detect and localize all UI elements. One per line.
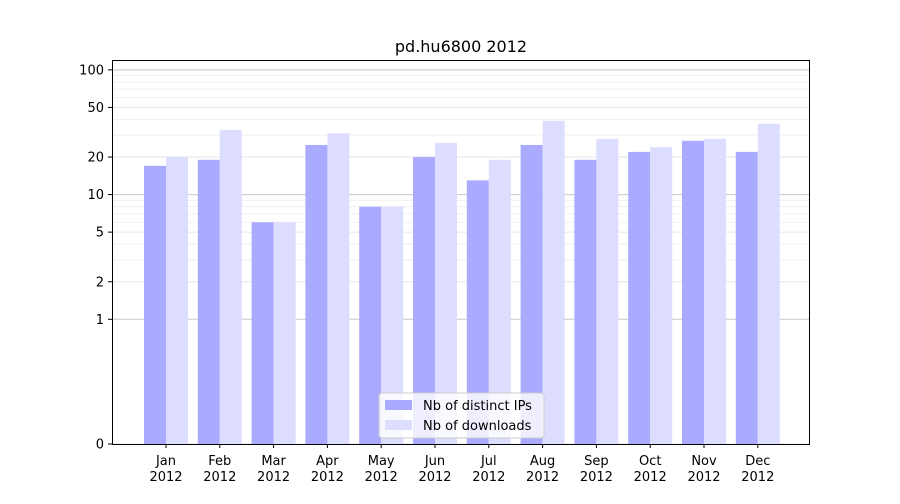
x-tick-label: Mar 2012 bbox=[257, 454, 290, 485]
bar-distinct-ips bbox=[359, 206, 382, 444]
x-tick-label: Sep 2012 bbox=[580, 454, 613, 485]
legend-swatch bbox=[385, 420, 412, 430]
x-tick-label: May 2012 bbox=[365, 454, 398, 485]
legend-box bbox=[378, 392, 545, 439]
bar-downloads bbox=[704, 138, 726, 444]
x-tick-label: Oct 2012 bbox=[634, 454, 667, 485]
bar-downloads bbox=[327, 133, 350, 444]
bar-downloads bbox=[757, 123, 780, 444]
y-tick-label: 50 bbox=[87, 101, 104, 116]
x-tick-label: Jun 2012 bbox=[418, 454, 451, 485]
y-tick-label: 20 bbox=[87, 151, 104, 166]
x-tick-label: Aug 2012 bbox=[526, 454, 559, 485]
x-axis: Jan 2012 Feb 2012 Mar 2012 Apr 2012 May 2012 Jun 20… bbox=[149, 444, 774, 485]
bar-distinct-ips bbox=[520, 144, 543, 445]
bar-distinct-ips bbox=[413, 157, 435, 444]
bar-distinct-ips bbox=[682, 140, 704, 444]
legend-label: Nb of downloads bbox=[423, 419, 532, 434]
y-tick-label: 100 bbox=[79, 63, 104, 78]
legend-label: Nb of distinct IPs bbox=[423, 399, 532, 414]
bar-downloads bbox=[381, 206, 404, 444]
bar-distinct-ips bbox=[197, 159, 220, 444]
bar-downloads bbox=[596, 138, 619, 444]
bar-downloads bbox=[435, 142, 457, 445]
bar-downloads bbox=[166, 157, 188, 444]
y-tick-label: 10 bbox=[87, 188, 104, 203]
plot-frame bbox=[112, 60, 810, 445]
bar-downloads bbox=[650, 147, 673, 444]
bar-distinct-ips bbox=[628, 151, 651, 444]
bars-layer bbox=[144, 120, 780, 445]
bar-distinct-ips bbox=[144, 165, 166, 444]
y-tick-label: 0 bbox=[96, 438, 104, 453]
x-tick-label: Feb 2012 bbox=[203, 454, 236, 485]
y-axis: 0 1 2 5 10 20 50 100 bbox=[79, 63, 112, 453]
bar-downloads bbox=[273, 222, 296, 444]
x-tick-label: Nov 2012 bbox=[687, 454, 720, 485]
bar-distinct-ips bbox=[574, 159, 597, 444]
bar-downloads bbox=[488, 159, 511, 444]
legend: Nb of distinct IPs Nb of downloads bbox=[378, 392, 545, 439]
bar-distinct-ips bbox=[251, 222, 274, 444]
legend-swatch bbox=[385, 400, 412, 410]
bar-distinct-ips bbox=[735, 151, 758, 444]
y-tick-label: 1 bbox=[96, 313, 104, 328]
chart-title: pd.hu6800 2012 bbox=[395, 37, 527, 56]
x-tick-label: Jan 2012 bbox=[149, 454, 182, 485]
x-tick-label: Dec 2012 bbox=[741, 454, 774, 485]
bar-downloads bbox=[219, 129, 242, 444]
x-tick-label: Apr 2012 bbox=[311, 454, 344, 485]
bar-downloads bbox=[542, 120, 565, 444]
x-tick-label: Jul 2012 bbox=[472, 454, 505, 485]
bar-distinct-ips bbox=[305, 144, 328, 445]
bar-distinct-ips bbox=[466, 180, 489, 444]
y-tick-label: 2 bbox=[96, 275, 104, 290]
y-tick-label: 5 bbox=[96, 226, 104, 241]
